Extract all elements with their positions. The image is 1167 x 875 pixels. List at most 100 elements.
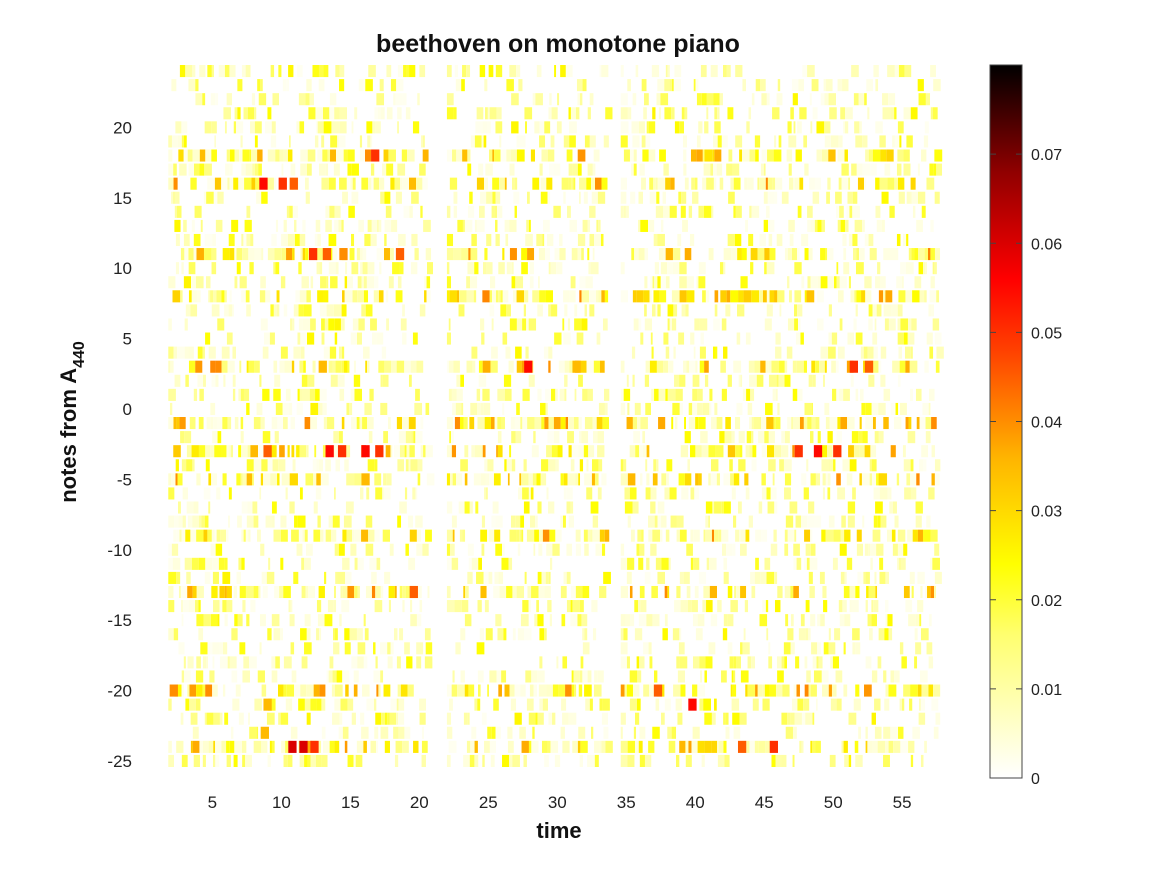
heatmap-cell bbox=[271, 670, 278, 683]
heatmap-cell bbox=[239, 360, 242, 373]
heatmap-cell bbox=[456, 388, 463, 401]
heatmap-cell bbox=[620, 656, 627, 669]
heatmap-cell bbox=[521, 248, 528, 261]
heatmap-cell bbox=[484, 248, 488, 261]
heatmap-cell bbox=[168, 177, 174, 190]
heatmap-cell bbox=[308, 107, 316, 120]
heatmap-cell bbox=[898, 557, 902, 570]
heatmap-cell bbox=[254, 107, 257, 120]
heatmap-cell bbox=[195, 93, 203, 106]
heatmap-cell bbox=[347, 163, 352, 176]
heatmap-cell bbox=[583, 445, 589, 458]
heatmap-cell bbox=[519, 529, 522, 542]
heatmap-cell bbox=[657, 233, 665, 247]
heatmap-cell bbox=[569, 290, 576, 303]
heatmap-cell bbox=[792, 417, 800, 430]
heatmap-cell bbox=[248, 529, 251, 542]
heatmap-cell bbox=[809, 585, 815, 599]
heatmap-cell bbox=[319, 628, 322, 641]
heatmap-cell bbox=[566, 149, 573, 162]
heatmap-cell bbox=[864, 684, 872, 697]
heatmap-cell bbox=[787, 276, 790, 289]
heatmap-cell bbox=[872, 304, 877, 317]
heatmap-cell bbox=[695, 445, 702, 458]
heatmap-cell bbox=[933, 684, 941, 697]
heatmap-cell bbox=[588, 445, 595, 458]
heatmap-cell bbox=[803, 417, 808, 430]
heatmap-cell bbox=[874, 431, 879, 444]
heatmap-cell bbox=[532, 726, 535, 739]
heatmap-cell bbox=[862, 135, 868, 148]
heatmap-cell bbox=[466, 360, 473, 373]
heatmap-cell bbox=[467, 543, 474, 556]
heatmap-cell bbox=[586, 360, 594, 373]
heatmap-cell bbox=[323, 529, 326, 542]
heatmap-cell bbox=[793, 177, 795, 190]
heatmap-cell bbox=[446, 585, 451, 599]
heatmap-cell bbox=[564, 360, 570, 373]
heatmap-cell bbox=[736, 656, 741, 669]
heatmap-cell bbox=[258, 163, 262, 176]
heatmap-cell bbox=[549, 614, 552, 627]
heatmap-cell bbox=[563, 191, 566, 204]
heatmap-cell bbox=[751, 431, 754, 444]
heatmap-cell bbox=[449, 698, 453, 711]
heatmap-cell bbox=[775, 417, 781, 430]
heatmap-cell bbox=[623, 459, 627, 472]
heatmap-cell bbox=[374, 726, 379, 739]
heatmap-cell bbox=[771, 360, 780, 373]
heatmap-cell bbox=[931, 698, 939, 711]
heatmap-cell bbox=[806, 459, 809, 472]
heatmap-cell bbox=[735, 529, 740, 542]
heatmap-cell bbox=[477, 698, 481, 711]
heatmap-cell bbox=[915, 614, 920, 627]
heatmap-cell bbox=[604, 529, 610, 542]
heatmap-cell bbox=[240, 417, 244, 430]
heatmap-cell bbox=[869, 248, 877, 261]
heatmap-cell bbox=[318, 402, 323, 415]
heatmap-cell bbox=[682, 219, 688, 232]
heatmap-cell bbox=[847, 417, 855, 430]
heatmap-cell bbox=[193, 248, 197, 261]
heatmap-cell bbox=[491, 726, 496, 739]
heatmap-cell bbox=[204, 515, 209, 528]
heatmap-cell bbox=[303, 360, 306, 373]
heatmap-cell bbox=[920, 585, 923, 599]
heatmap-cell bbox=[287, 233, 295, 247]
heatmap-cell bbox=[633, 149, 637, 162]
heatmap-cell bbox=[240, 388, 244, 401]
heatmap-cell bbox=[304, 698, 311, 711]
heatmap-cell bbox=[329, 107, 335, 120]
heatmap-cell bbox=[421, 726, 424, 739]
heatmap-cell bbox=[632, 417, 637, 430]
heatmap-cell bbox=[203, 614, 211, 627]
heatmap-cell bbox=[283, 219, 287, 232]
heatmap-cell bbox=[349, 248, 355, 261]
heatmap-cell bbox=[639, 543, 645, 556]
heatmap-cell bbox=[231, 304, 234, 317]
heatmap-cell bbox=[514, 177, 518, 190]
heatmap-cell bbox=[323, 290, 329, 303]
heatmap-cell bbox=[188, 346, 194, 359]
heatmap-cell bbox=[247, 445, 251, 458]
heatmap-cell bbox=[623, 205, 626, 218]
heatmap-cell bbox=[721, 529, 729, 542]
heatmap-cell bbox=[657, 304, 661, 317]
heatmap-cell bbox=[370, 135, 373, 148]
heatmap-cell bbox=[905, 417, 909, 430]
heatmap-cell bbox=[836, 431, 842, 444]
heatmap-cell bbox=[216, 487, 221, 500]
heatmap-cell bbox=[692, 656, 700, 669]
heatmap-cell bbox=[672, 248, 681, 261]
heatmap-cell bbox=[874, 726, 882, 739]
heatmap-cell bbox=[396, 79, 404, 92]
heatmap-cell bbox=[792, 726, 797, 739]
heatmap-cell bbox=[650, 501, 656, 514]
heatmap-cell bbox=[805, 543, 811, 556]
heatmap-cell bbox=[675, 754, 680, 767]
heatmap-cell bbox=[249, 149, 252, 162]
heatmap-cell bbox=[868, 318, 873, 331]
heatmap-cell bbox=[350, 177, 353, 190]
heatmap-cell bbox=[485, 487, 488, 500]
heatmap-cell bbox=[279, 360, 285, 373]
